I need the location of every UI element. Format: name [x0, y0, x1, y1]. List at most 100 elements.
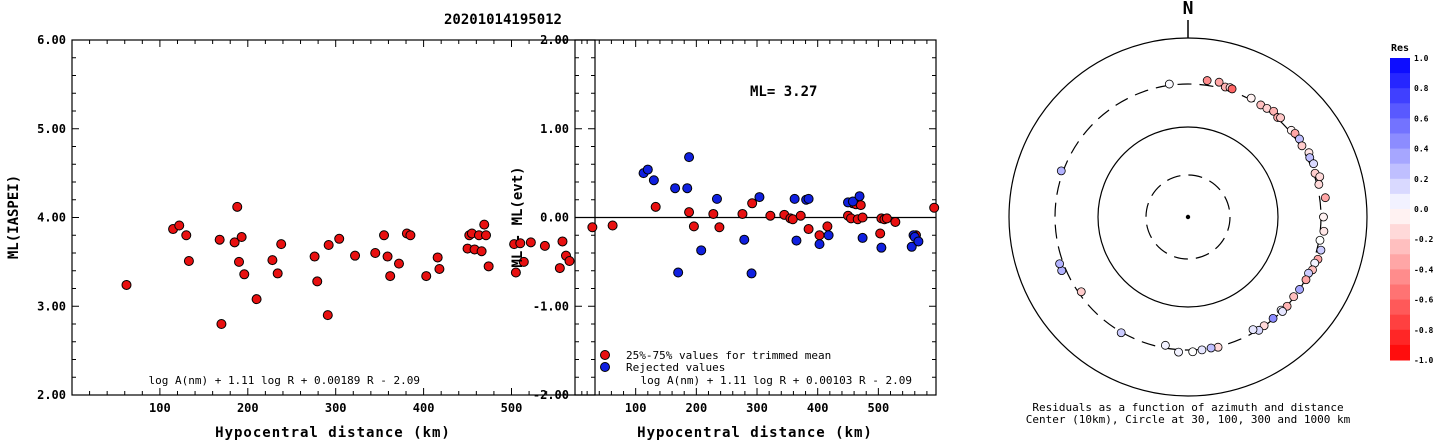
- residual-point: [913, 236, 924, 247]
- ml-point: [323, 240, 334, 251]
- epicenter-dot: [1185, 214, 1191, 220]
- station-point: [1316, 245, 1326, 255]
- residual-point: [696, 245, 707, 256]
- colorbar-cell: [1390, 269, 1410, 285]
- ml-point: [229, 237, 240, 248]
- residual-point: [684, 207, 695, 218]
- y-tick-label: 5.00: [37, 122, 66, 136]
- y-tick-label: 3.00: [37, 299, 66, 313]
- panel1-x-axis-label: Hypocentral distance (km): [215, 425, 451, 441]
- x-tick-label: 200: [237, 401, 259, 415]
- panel1-formula: log A(nm) + 1.11 log R + 0.00189 R - 2.0…: [148, 374, 420, 387]
- ml-point: [554, 263, 565, 274]
- colorbar-tick-label: -0.2: [1414, 235, 1433, 244]
- residual-point: [857, 232, 868, 243]
- ml-annotation: ML= 3.27: [750, 84, 817, 100]
- station-point: [1309, 159, 1318, 169]
- residual-point: [876, 242, 887, 253]
- x-tick-label: 400: [413, 401, 435, 415]
- panel2-y-axis-label: ML - ML(evt): [510, 166, 526, 267]
- station-point: [1188, 347, 1198, 357]
- colorbar-tick-label: 0.0: [1414, 205, 1429, 214]
- station-point: [1197, 345, 1207, 355]
- ml-point: [272, 268, 283, 279]
- colorbar-label: Res: [1391, 43, 1409, 54]
- residual-point: [648, 175, 659, 186]
- residual-point: [708, 208, 719, 219]
- station-point: [1214, 77, 1224, 87]
- station-point: [1164, 79, 1174, 89]
- colorbar-tick-label: -1.0: [1414, 356, 1433, 365]
- ml-point: [557, 236, 568, 247]
- station-point: [1269, 106, 1279, 116]
- ml-residual-panel: 100 200 300 400 500 -2.00 -1.00 0.00 1.00 2.00 ML…: [510, 33, 940, 441]
- colorbar-cell: [1390, 178, 1410, 195]
- y-tick-label: -1.00: [533, 299, 569, 313]
- ml-point: [476, 246, 487, 257]
- station-point: [1246, 93, 1256, 103]
- polar-caption-line1: Residuals as a function of azimuth and d…: [1032, 401, 1343, 414]
- y-tick-label: 6.00: [37, 33, 66, 47]
- x-tick-label: 100: [149, 401, 171, 415]
- ml-point: [525, 237, 536, 248]
- ml-point: [515, 238, 526, 249]
- residual-point: [650, 201, 661, 212]
- residual-point: [890, 216, 901, 227]
- station-point: [1276, 113, 1285, 123]
- station-point: [1268, 313, 1278, 323]
- residual-point: [857, 212, 868, 223]
- legend-label-trimmed: 25%-75% values for trimmed mean: [626, 349, 831, 362]
- residual-point: [814, 239, 825, 250]
- colorbar-cell: [1390, 344, 1410, 361]
- station-point: [1315, 235, 1325, 245]
- y-tick-label: 0.00: [540, 211, 569, 225]
- station-point: [1206, 343, 1216, 353]
- residual-colorbar: Res 1.0 0.8 0.6 0.4 0.2 0.0 -0.2 -0.4 -0.6 -0.8 -1…: [1390, 43, 1433, 365]
- station-point: [1227, 84, 1237, 94]
- station-point: [1319, 212, 1328, 222]
- residual-point: [684, 152, 695, 163]
- colorbar-tick-label: 0.6: [1414, 114, 1429, 123]
- station-point: [1202, 76, 1212, 85]
- residual-point: [682, 183, 693, 194]
- residual-point: [789, 193, 800, 204]
- colorbar-cell: [1390, 148, 1410, 165]
- legend-marker-rejected: [600, 362, 610, 372]
- y-tick-label: -2.00: [533, 388, 569, 402]
- ml-point: [276, 239, 287, 250]
- ml-point: [216, 319, 227, 329]
- x-tick-label: 300: [746, 401, 768, 415]
- panel2-x-axis-label: Hypocentral distance (km): [637, 425, 873, 441]
- station-points: [1055, 76, 1330, 357]
- colorbar-cell: [1390, 73, 1410, 89]
- station-point: [1301, 275, 1311, 285]
- panel2-formula: log A(nm) + 1.11 log R + 0.00103 R - 2.0…: [640, 374, 912, 387]
- legend-marker-trimmed: [600, 350, 610, 360]
- legend-label-rejected: Rejected values: [626, 361, 725, 374]
- polar-caption-line2: Center (10km), Circle at 30, 100, 300 an…: [1026, 413, 1351, 426]
- ml-point: [479, 219, 490, 230]
- ml-point: [539, 240, 550, 251]
- ml-point: [350, 250, 361, 261]
- residual-point: [746, 268, 757, 279]
- ml-point: [434, 263, 445, 274]
- ml-point: [236, 232, 247, 243]
- ml-point: [370, 248, 381, 258]
- colorbar-tick-label: 0.8: [1414, 84, 1429, 93]
- x-tick-label: 200: [686, 401, 708, 415]
- station-point: [1289, 292, 1299, 302]
- colorbar-cell: [1390, 284, 1410, 301]
- colorbar-cell: [1390, 58, 1410, 74]
- residual-point: [642, 164, 653, 175]
- panel1-points: [121, 201, 598, 329]
- panel1-y-axis-label: ML(IASPEI): [6, 175, 22, 259]
- residual-point: [929, 202, 940, 213]
- colorbar-cell: [1390, 239, 1410, 255]
- residual-point: [607, 220, 618, 231]
- residual-point: [847, 196, 858, 207]
- azimuth-residual-panel: N Residuals as a function of azimuth and…: [1008, 0, 1368, 426]
- colorbar-tick-label: 0.4: [1414, 145, 1429, 154]
- ml-point: [587, 222, 598, 233]
- colorbar-tick-label: 0.2: [1414, 175, 1429, 184]
